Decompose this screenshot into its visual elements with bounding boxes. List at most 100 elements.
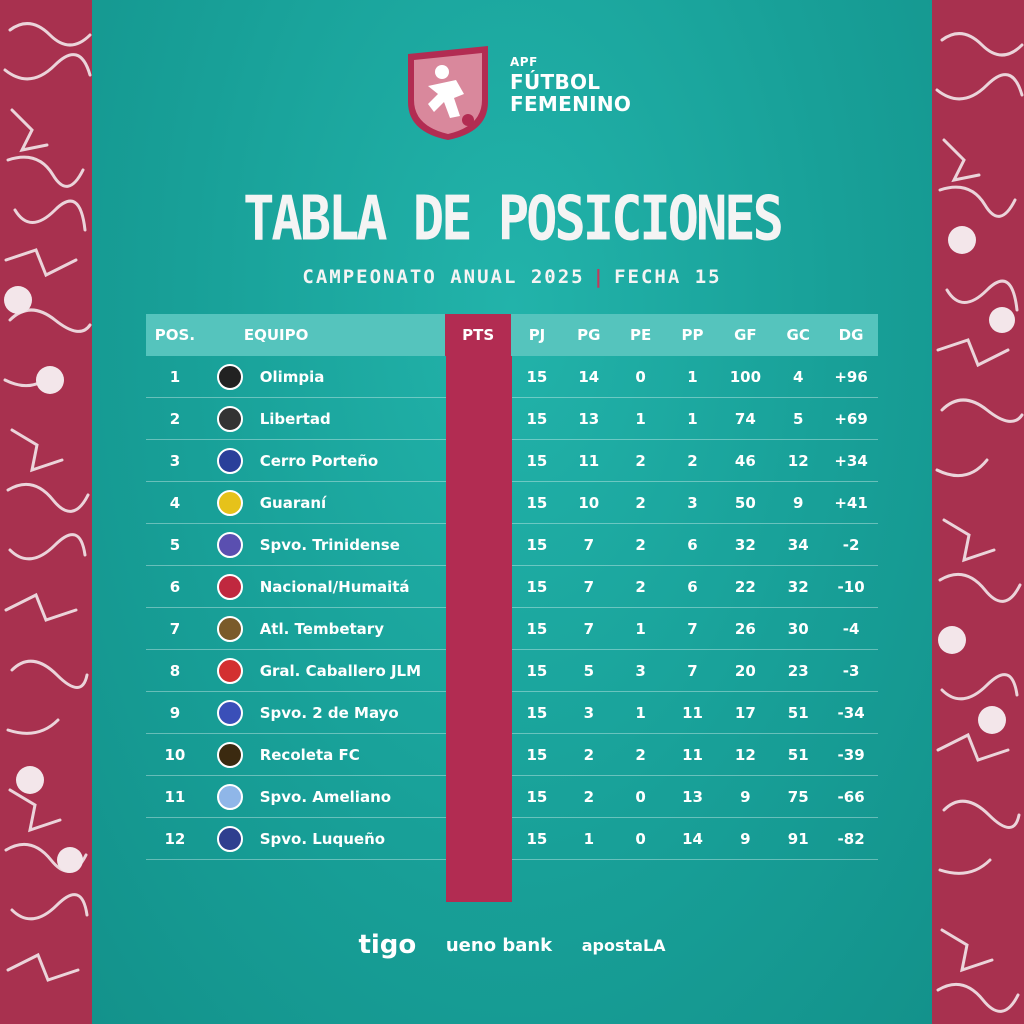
row-team: Libertad: [259, 409, 331, 428]
row-pos: 2: [169, 409, 181, 428]
row-gc: 9: [793, 493, 804, 512]
row-pe: 0: [635, 367, 646, 386]
header-pts: PTS: [445, 314, 512, 356]
sponsor-ueno-bank: ueno bank: [445, 934, 553, 956]
row-crest: [204, 615, 256, 642]
row-pp: 6: [687, 577, 698, 596]
row-pp: 3: [687, 493, 698, 512]
row-crest: [204, 447, 256, 474]
row-pe: 2: [635, 451, 646, 470]
row-dg: -34: [837, 703, 865, 722]
row-pp: 6: [687, 535, 698, 554]
pattern-left-graphic: [3, 22, 92, 982]
row-pos: 3: [169, 451, 181, 470]
row-team: Spvo. 2 de Mayo: [259, 703, 399, 722]
row-crest: [204, 405, 256, 432]
row-gf: 46: [734, 451, 756, 470]
row-crest: [204, 699, 256, 726]
row-gf: 32: [734, 535, 756, 554]
header-team: EQUIPO: [243, 326, 309, 344]
row-pp: 1: [687, 409, 698, 428]
row-pos: 6: [169, 577, 181, 596]
row-pj: 15: [526, 745, 548, 764]
row-pj: 15: [526, 661, 548, 680]
row-pg: 1: [583, 829, 594, 848]
row-dg: +41: [834, 493, 868, 512]
row-pg: 2: [583, 787, 594, 806]
row-crest: [204, 573, 256, 600]
table-row: 2Libertad40151311745+69: [146, 398, 878, 440]
row-pos: 8: [169, 661, 181, 680]
row-pg: 2: [583, 745, 594, 764]
row-pp: 14: [682, 829, 703, 848]
row-pg: 5: [583, 661, 594, 680]
row-crest: [204, 531, 256, 558]
row-team: Nacional/Humaitá: [259, 577, 410, 596]
tembetary-crest-icon: [216, 615, 243, 642]
sponsor-aposta-la: apostaLA: [581, 935, 666, 955]
row-gc: 91: [787, 829, 809, 848]
row-dg: +69: [834, 409, 868, 428]
standings-table: POS. EQUIPO PTS PJ PG PE PP GF GC DG 1 Ol…: [146, 314, 878, 902]
row-pe: 2: [635, 745, 646, 764]
header-pg: PG: [577, 326, 601, 344]
row-pe: 0: [635, 787, 646, 806]
brand-apf: APF: [510, 55, 538, 69]
dos-de-mayo-crest-icon: [216, 699, 243, 726]
table-row: 1Olimpia421514011004+96: [146, 356, 878, 398]
points-column-highlight: [446, 356, 512, 902]
row-pj: 15: [526, 535, 548, 554]
row-pe: 2: [635, 535, 646, 554]
table-body: 1Olimpia421514011004+962Libertad40151311…: [146, 356, 878, 902]
row-dg: -4: [842, 619, 860, 638]
header-dg: DG: [838, 326, 864, 344]
row-dg: -39: [837, 745, 865, 764]
row-pj: 15: [526, 367, 548, 386]
header-gc: GC: [786, 326, 810, 344]
row-crest: [204, 741, 256, 768]
row-team: Atl. Tembetary: [259, 619, 384, 638]
caballero-crest-icon: [216, 657, 243, 684]
row-pj: 15: [526, 577, 548, 596]
row-crest: [204, 825, 256, 852]
row-pp: 11: [682, 745, 703, 764]
sponsor-tigo: tigo: [358, 930, 417, 960]
header-pos: POS.: [154, 326, 196, 344]
row-dg: -3: [842, 661, 860, 680]
row-pos: 11: [164, 787, 186, 806]
row-gc: 51: [787, 703, 809, 722]
row-pos: 9: [169, 703, 181, 722]
row-team: Gral. Caballero JLM: [259, 661, 422, 680]
header-pp: PP: [681, 326, 704, 344]
subtitle-campeonato: CAMPEONATO ANUAL 2025: [302, 266, 585, 288]
row-gc: 23: [787, 661, 809, 680]
page-title: TABLA DE POSICIONES: [243, 184, 784, 255]
nacional-humaita-crest-icon: [216, 573, 243, 600]
row-pp: 7: [687, 661, 698, 680]
recoleta-crest-icon: [216, 741, 243, 768]
brand-wordmark: APF FÚTBOL FEMENINO: [510, 56, 631, 116]
table-row: 4Guaraní32151023509+41: [146, 482, 878, 524]
row-pe: 1: [635, 619, 646, 638]
row-pj: 15: [526, 409, 548, 428]
header-pj: PJ: [528, 326, 546, 344]
row-team: Spvo. Luqueño: [259, 829, 386, 848]
row-pe: 2: [635, 577, 646, 596]
row-gc: 4: [793, 367, 804, 386]
row-pj: 15: [526, 787, 548, 806]
row-pe: 3: [635, 661, 646, 680]
row-pg: 14: [578, 367, 600, 386]
row-pos: 5: [169, 535, 181, 554]
subtitle-fecha: FECHA 15: [614, 266, 722, 288]
row-team: Spvo. Trinidense: [259, 535, 400, 554]
row-gf: 100: [729, 367, 762, 386]
row-pe: 0: [635, 829, 646, 848]
